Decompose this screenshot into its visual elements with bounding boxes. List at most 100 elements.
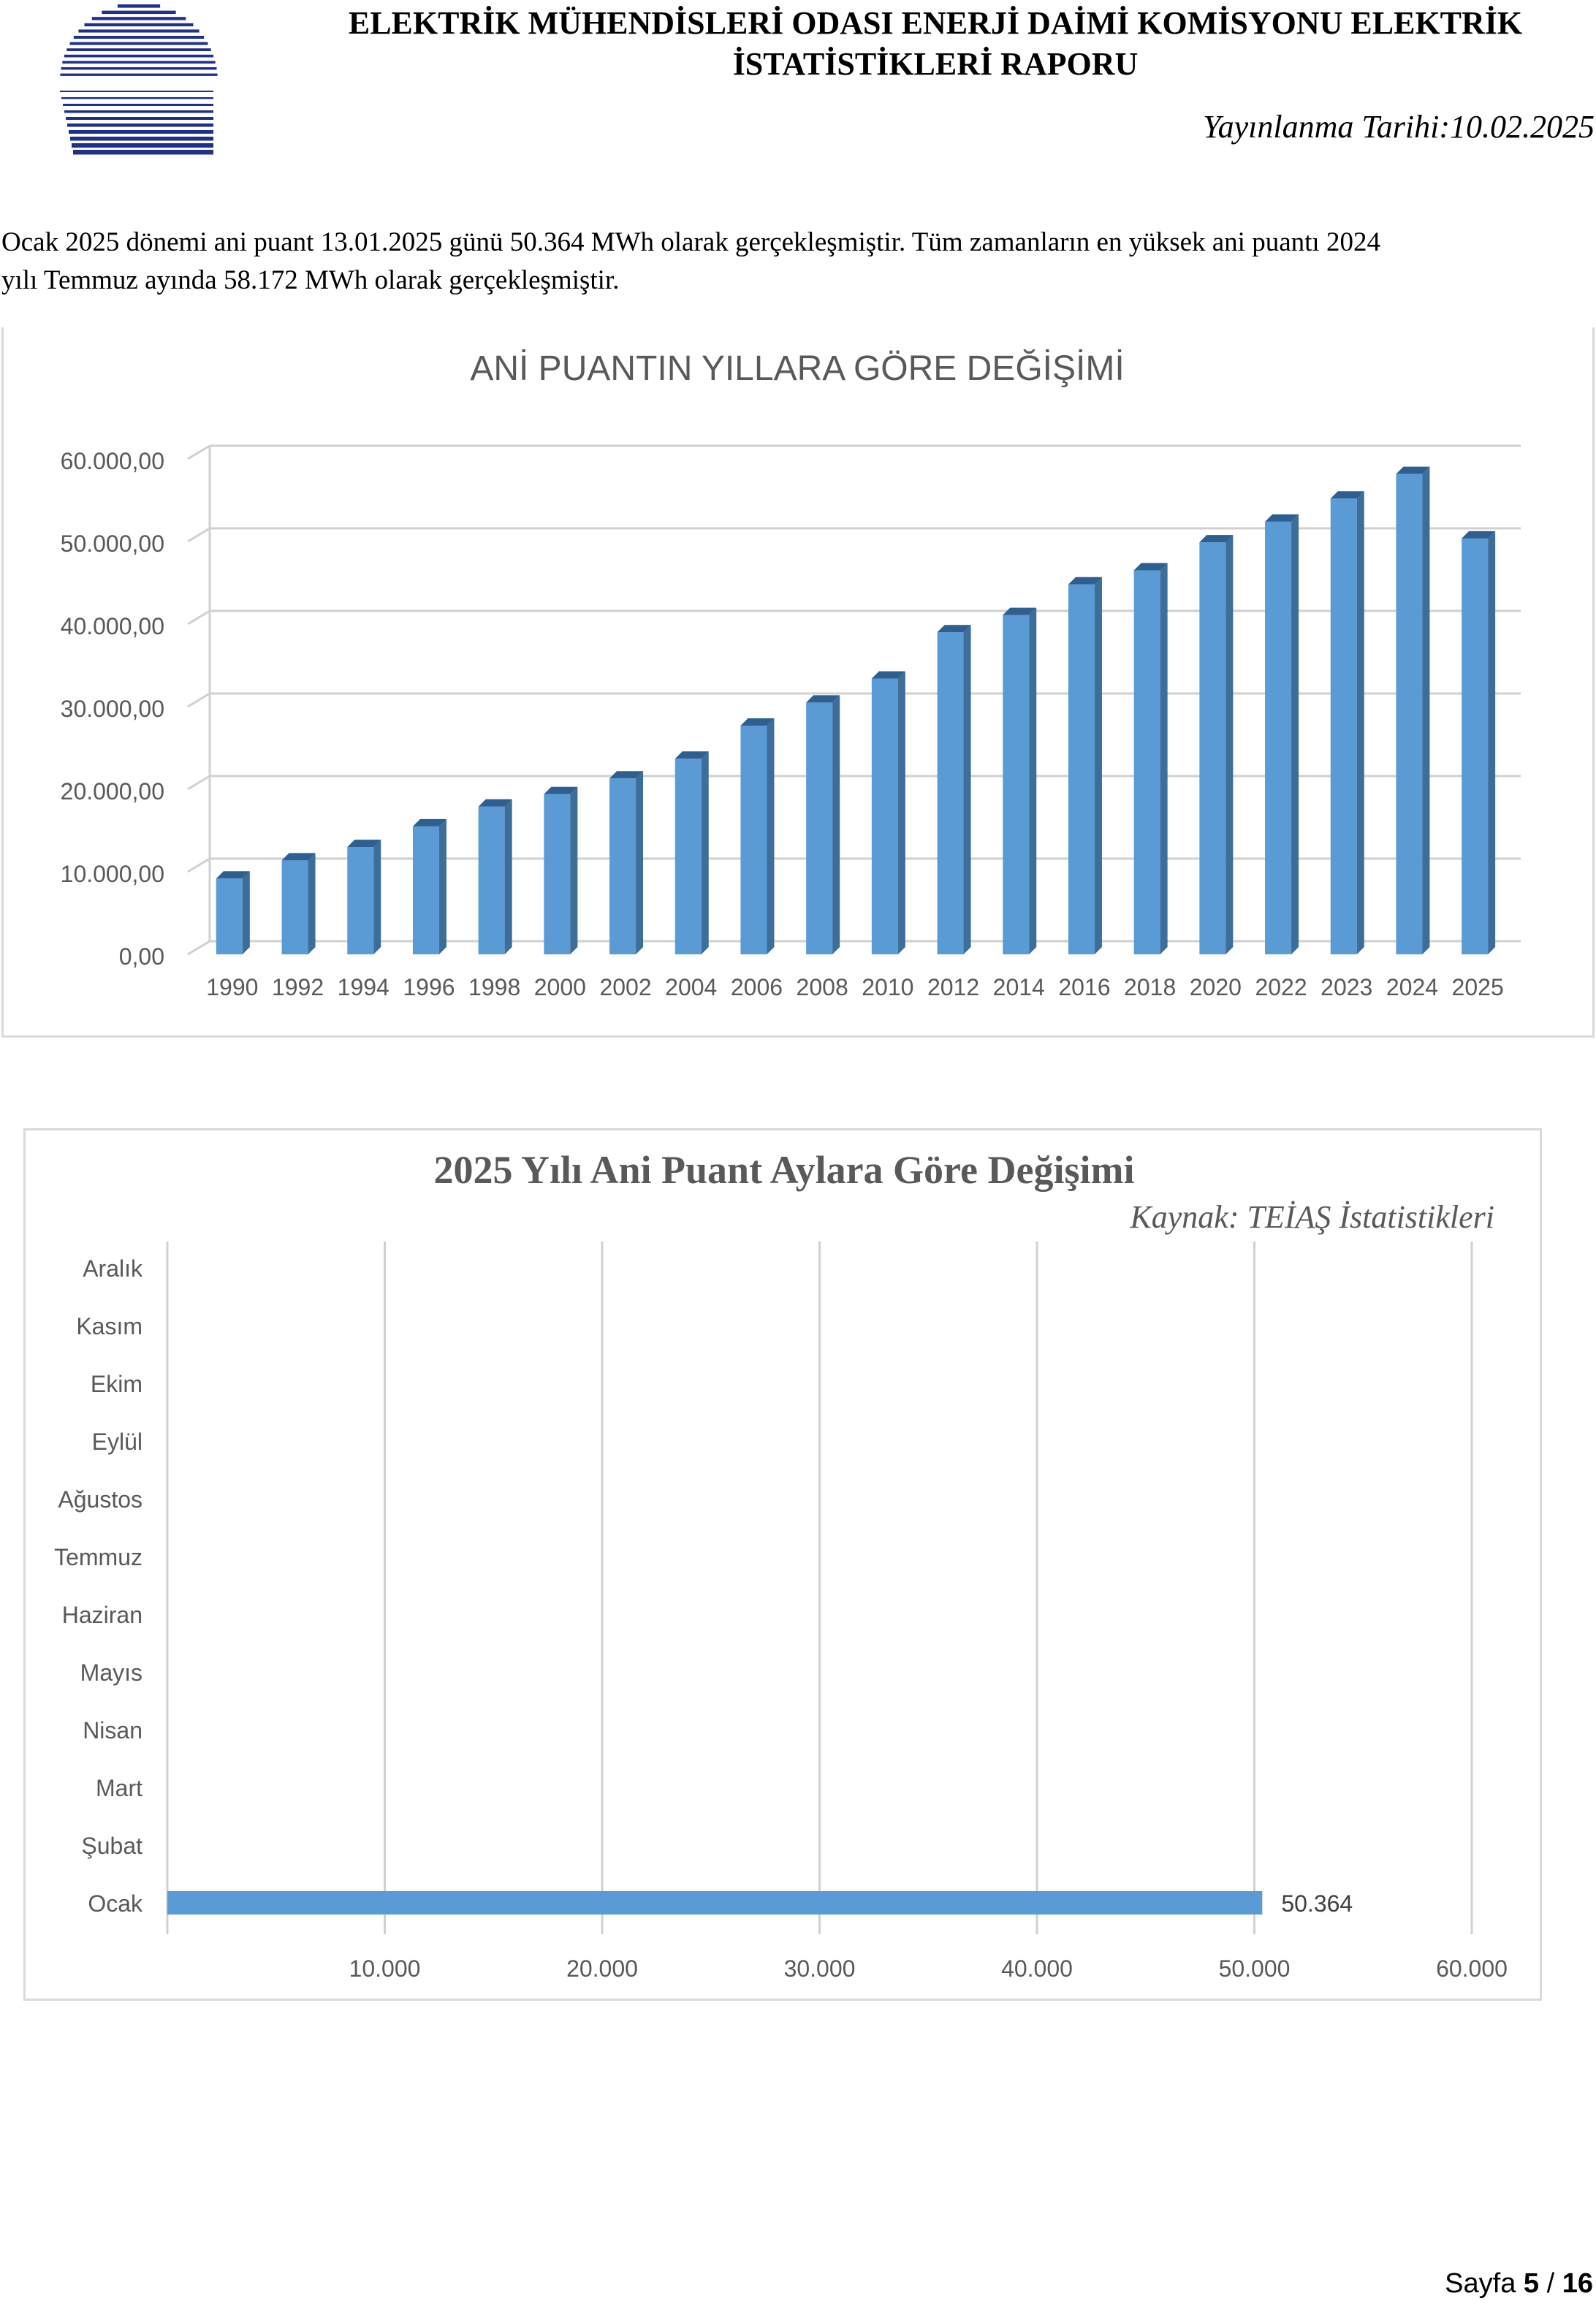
logo-stripe: [61, 97, 213, 99]
bar-side: [963, 625, 971, 954]
x-tick-label: 40.000: [1001, 1955, 1073, 1982]
bar-side: [1094, 577, 1102, 954]
x-tick-label: 2025: [1452, 974, 1504, 1000]
x-tick-label: 1992: [272, 974, 324, 1000]
bar-top: [674, 751, 709, 759]
bar: [412, 818, 446, 954]
bar-front: [544, 794, 571, 954]
x-tick-label: 2006: [731, 974, 783, 1000]
gridline: [187, 444, 210, 460]
x-tick-label: 2000: [534, 974, 586, 1000]
bar-front: [609, 778, 636, 954]
bar-front: [1003, 615, 1030, 954]
bar-side: [373, 840, 381, 954]
bar: [1068, 577, 1102, 954]
bar-side: [1488, 531, 1496, 954]
bar-top: [1462, 531, 1496, 539]
bar-top: [937, 625, 971, 633]
bar-side: [1160, 563, 1168, 954]
monthly-peak-chart: 2025 Yılı Ani Puant Aylara Göre Değişimi…: [23, 1128, 1542, 2001]
bar: [216, 871, 250, 954]
gridline: [187, 775, 210, 791]
gridline: [187, 527, 210, 543]
x-tick-label: 2020: [1190, 974, 1242, 1000]
x-tick-label: 2010: [862, 974, 913, 1000]
bar-side: [1356, 491, 1364, 954]
bar: [167, 1891, 1263, 1915]
logo-stripe: [60, 73, 218, 76]
logo-stripe: [73, 36, 205, 39]
page-label: Sayfa: [1445, 2268, 1516, 2299]
bar: [871, 671, 905, 954]
y-category-label: Temmuz: [54, 1544, 142, 1570]
x-tick-label: 30.000: [784, 1955, 856, 1982]
bar-top: [544, 786, 578, 794]
x-tick-label: 2008: [797, 974, 848, 1000]
bar-side: [1422, 466, 1430, 954]
bar-front: [1462, 538, 1489, 954]
emo-logo: [51, 0, 227, 161]
report-title-line1: ELEKTRİK MÜHENDİSLERİ ODASI ENERJİ DAİMİ…: [348, 5, 1523, 41]
x-tick-label: 50.000: [1219, 1955, 1291, 1982]
y-category-label: Nisan: [83, 1717, 142, 1744]
logo-stripe: [63, 104, 213, 106]
logo-stripe: [73, 150, 213, 155]
logo-stripe: [70, 137, 213, 141]
publication-date-value: 10.02.2025: [1450, 109, 1595, 145]
x-tick-label: 2016: [1058, 974, 1110, 1000]
bar-front: [674, 759, 702, 954]
yearly-peak-chart-title: ANİ PUANTIN YILLARA GÖRE DEĞİŞİMİ: [470, 349, 1124, 388]
bar-top: [216, 871, 250, 879]
x-tick-label: 2024: [1386, 974, 1438, 1000]
intro-line-1: Ocak 2025 dönemi ani puant 13.01.2025 gü…: [1, 227, 1380, 257]
gridline: [187, 857, 210, 873]
bar-front: [937, 632, 964, 954]
y-tick-label: 40.000,00: [61, 613, 164, 639]
bar-top: [871, 671, 905, 679]
bar: [609, 771, 644, 954]
monthly-peak-chart-source: Kaynak: TEİAŞ İstatistikleri: [1129, 1199, 1494, 1235]
yearly-peak-chart-svg: ANİ PUANTIN YILLARA GÖRE DEĞİŞİMİ 0,00 10…: [61, 349, 1521, 1000]
bar-top: [740, 718, 775, 726]
bar-side: [1226, 535, 1234, 954]
bar-front: [1199, 542, 1226, 954]
bar-front: [871, 678, 898, 954]
bar-side: [504, 799, 512, 954]
y-category-label: Ocak: [88, 1890, 143, 1917]
bar-top: [1199, 535, 1234, 543]
logo-stripe: [102, 10, 176, 15]
bar-side: [242, 871, 250, 954]
bar-front: [1265, 521, 1292, 954]
data-label: 50.364: [1281, 1890, 1353, 1917]
bar-front: [478, 806, 505, 954]
bar-top: [609, 771, 644, 779]
y-category-label: Haziran: [62, 1602, 142, 1628]
logo-stripe: [64, 110, 213, 113]
bar: [740, 718, 775, 954]
bar-top: [1330, 491, 1364, 499]
bar: [1199, 535, 1234, 954]
y-category-label: Aralık: [83, 1255, 143, 1282]
y-tick-label: 60.000,00: [61, 448, 164, 474]
x-tick-label: 2004: [665, 974, 717, 1000]
bar-top: [1068, 577, 1102, 585]
bar-top: [281, 853, 316, 861]
bar-side: [636, 771, 644, 954]
bar-top: [347, 840, 381, 848]
monthly-peak-chart-svg: 2025 Yılı Ani Puant Aylara Göre Değişimi…: [54, 1148, 1508, 1982]
bar-side: [1029, 607, 1037, 954]
page-current: 5: [1523, 2268, 1540, 2299]
page-separator: /: [1539, 2268, 1562, 2299]
gridline: [187, 940, 210, 956]
bar: [674, 751, 709, 954]
logo-stripe: [78, 29, 200, 33]
logo-stripe: [66, 48, 211, 51]
x-tick-label: 60.000: [1436, 1955, 1508, 1982]
bar: [1330, 491, 1364, 954]
logo-stripe: [91, 17, 186, 20]
publication-date-label: Yayınlanma Tarihi:: [1203, 109, 1450, 145]
y-category-label: Kasım: [76, 1313, 142, 1339]
logo-stripe: [61, 67, 217, 70]
logo-stripe: [117, 4, 161, 8]
logo-stripe: [60, 91, 213, 92]
